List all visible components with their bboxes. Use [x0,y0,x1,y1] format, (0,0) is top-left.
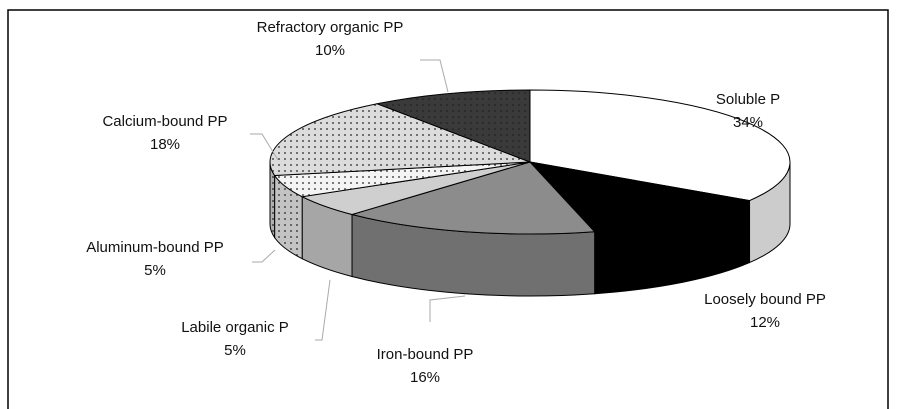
slice-value-label: 10% [315,42,345,59]
slice-label: Refractory organic PP [257,19,404,36]
slice-value-label: 34% [733,114,763,131]
slice-value-label: 18% [150,136,180,153]
slice [528,161,752,233]
slice-label: Labile organic P [181,319,289,336]
slice-label: Soluble P [716,91,780,108]
slice-value-label: 16% [410,369,440,386]
slice-value-label: 12% [750,314,780,331]
slice-label: Loosely bound PP [704,291,826,308]
slice-texture [274,162,530,197]
slice-side-texture [274,175,303,259]
leader-line [420,59,449,93]
leader-line [315,279,331,341]
leader-line [429,295,466,322]
slice-label: Iron-bound PP [377,346,474,363]
frame [7,9,889,409]
slice-texture [270,103,530,176]
slice-value-label: 5% [144,262,166,279]
slice-texture [377,90,530,162]
slice [350,161,596,235]
slice-value-label: 5% [224,342,246,359]
leader-line [252,249,276,263]
slice-label: Aluminum-bound PP [86,239,224,256]
slice-side-texture [270,162,275,238]
leader-line [250,133,279,161]
slice-label: Calcium-bound PP [102,113,227,130]
